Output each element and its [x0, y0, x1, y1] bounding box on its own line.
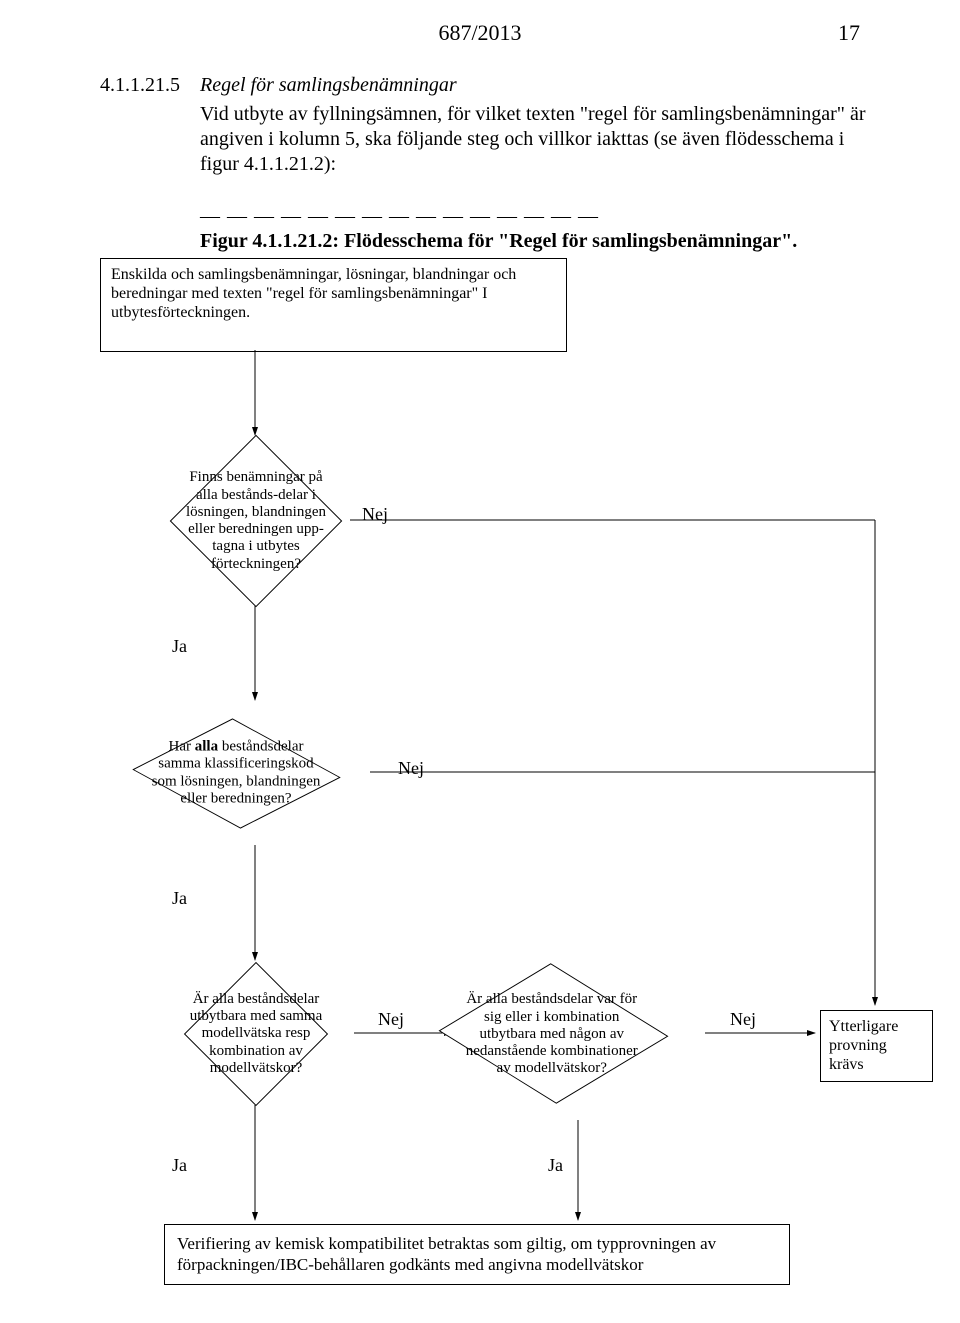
no-label-4: Nej — [730, 1009, 756, 1030]
result-box: Ytterligare provning krävs — [820, 1010, 933, 1082]
page: 687/2013 17 4.1.1.21.5 Regel för samling… — [0, 0, 960, 1323]
decision-4-text: Är alla beståndsdelar var för sig eller … — [459, 942, 644, 1127]
no-label-1: Nej — [362, 504, 388, 525]
no-label-2: Nej — [398, 758, 424, 779]
yes-label-2: Ja — [172, 888, 187, 909]
yes-label-4: Ja — [548, 1155, 563, 1176]
decision-2: Har alla beståndsdelar samma klassificer… — [132, 718, 340, 828]
no-label-3: Nej — [378, 1009, 404, 1030]
decision-2-text: Har alla beståndsdelar samma klassificer… — [151, 691, 321, 856]
verification-box: Verifiering av kemisk kompatibilitet bet… — [164, 1224, 790, 1285]
decision-1-text: Finns benämningar på alla bestånds-delar… — [181, 446, 331, 596]
decision-3: Är alla beståndsdelar utbytbara med samm… — [184, 962, 328, 1106]
yes-label-3: Ja — [172, 1155, 187, 1176]
decision-1: Finns benämningar på alla bestånds-delar… — [170, 435, 343, 608]
yes-label-1: Ja — [172, 636, 187, 657]
decision-2-bold: alla — [195, 739, 218, 755]
decision-4: Är alla beståndsdelar var för sig eller … — [439, 963, 669, 1103]
decision-3-text: Är alla beståndsdelar utbytbara med samm… — [186, 964, 326, 1104]
